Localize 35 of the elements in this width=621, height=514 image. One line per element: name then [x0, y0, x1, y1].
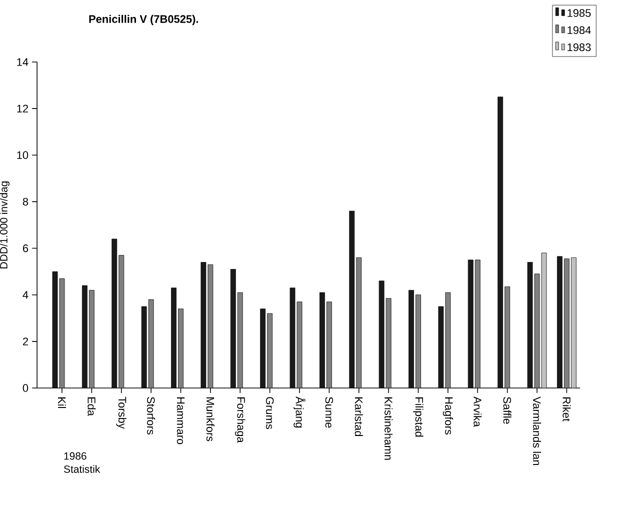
legend-label: 1984 [568, 26, 591, 34]
x-tick-label: Hagfors [442, 397, 454, 434]
x-tick-label: Varmlands lan [532, 396, 542, 466]
y-axis-title: DDD/1.000 inv/dag [0, 182, 10, 268]
legend-label: 1983 [568, 43, 591, 52]
x-tick-label: Sunne [325, 397, 334, 428]
x-tick-label: Årjang [294, 396, 306, 428]
text: 1986 [64, 452, 86, 460]
x-tick-label: Storfors [147, 397, 156, 434]
text: Statistik [64, 465, 100, 473]
x-tick-label: Hammaro [176, 397, 185, 444]
y-tick-label: 0 [22, 384, 28, 392]
bar [498, 96, 504, 388]
x-tick-label: Forshaga [235, 397, 246, 443]
bar [349, 210, 355, 388]
chart-title: Penicillin V (7B0525). [89, 14, 198, 26]
x-tick-label: Munkfors [206, 397, 214, 442]
x-tick-label: Torsby [116, 396, 126, 429]
y-tick-label: 6 [23, 244, 28, 252]
y-tick-label: 14 [17, 58, 28, 66]
y-tick-label: 12 [17, 104, 28, 112]
x-tick-label: Riket [562, 397, 571, 422]
y-tick-label: 2 [22, 338, 28, 346]
x-tick-label: Kristinehamn [384, 397, 393, 460]
x-tick-label: Grums [266, 397, 274, 429]
x-tick-label: Saffle [503, 397, 512, 424]
y-tick-label: 8 [22, 198, 28, 206]
legend-label: 1985 [568, 9, 591, 17]
x-tick-label: Karlstad [354, 397, 363, 436]
x-tick-label: Arvika [474, 396, 482, 427]
x-tick-label: Kil [58, 397, 66, 408]
y-tick-label: 10 [17, 151, 28, 160]
x-tick-label: Eda [88, 397, 96, 416]
y-tick-label: 4 [22, 291, 28, 299]
x-tick-label: Filipstad [413, 397, 424, 437]
